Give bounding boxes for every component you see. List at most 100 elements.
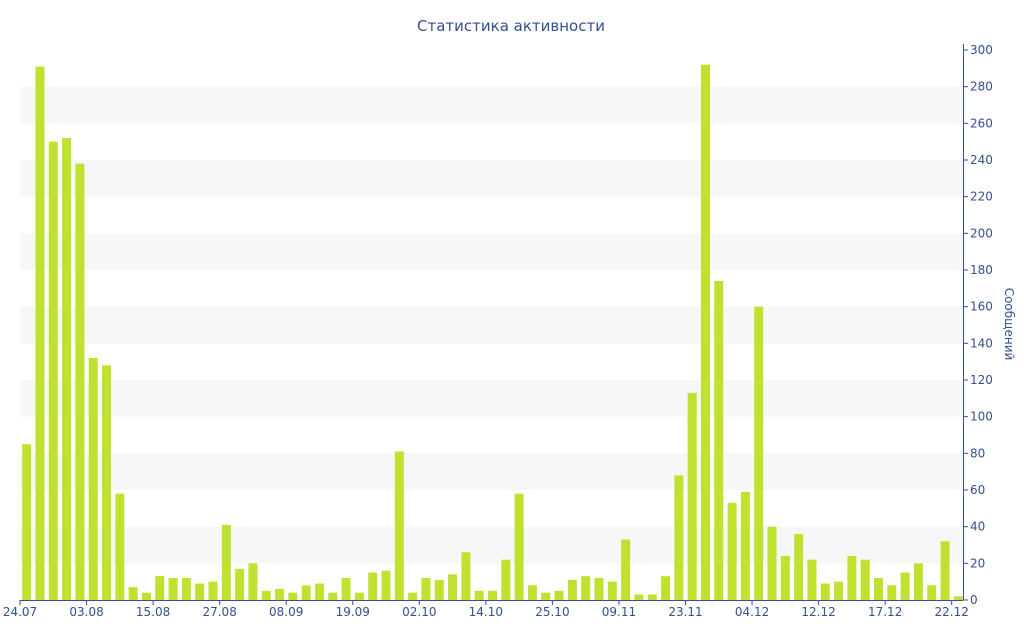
bar xyxy=(754,306,764,600)
grid-bands xyxy=(20,86,963,564)
bar xyxy=(434,579,444,600)
bar xyxy=(847,556,857,600)
bar xyxy=(341,578,351,600)
bar xyxy=(261,590,271,600)
bar xyxy=(221,524,231,600)
bar xyxy=(927,585,937,600)
grid-band xyxy=(20,526,963,564)
bar xyxy=(514,493,524,600)
bar xyxy=(235,568,245,600)
x-tick-label: 15.08 xyxy=(136,605,170,619)
bar xyxy=(474,590,484,600)
x-tick-label: 19.09 xyxy=(336,605,370,619)
bar xyxy=(634,594,644,600)
bar xyxy=(607,581,617,600)
bar xyxy=(314,583,324,600)
x-tick-label: 04.12 xyxy=(735,605,769,619)
y-tick-label: 80 xyxy=(970,446,985,460)
y-tick-label: 120 xyxy=(970,373,993,387)
bar xyxy=(794,534,804,600)
bar xyxy=(208,581,218,600)
grid-band xyxy=(20,86,963,124)
x-tick-label: 24.07 xyxy=(3,605,37,619)
bar xyxy=(887,585,897,600)
bar xyxy=(501,559,511,600)
bar xyxy=(567,579,577,600)
y-axis: 0 20 40 60 80 100 120 140 160 180 200 220 240 260 280 3… xyxy=(963,43,993,607)
bar xyxy=(661,576,671,600)
bar xyxy=(714,281,724,600)
bar xyxy=(354,592,364,600)
y-tick-label: 60 xyxy=(970,483,985,497)
x-tick-label: 02.10 xyxy=(402,605,436,619)
y-axis-label: Сообщений xyxy=(1002,288,1016,361)
bar xyxy=(940,541,950,600)
grid-band xyxy=(20,160,963,197)
bar xyxy=(900,572,910,600)
y-tick-label: 220 xyxy=(970,190,993,204)
bar xyxy=(35,66,45,600)
x-tick-label: 09.11 xyxy=(602,605,636,619)
x-tick-label: 23.11 xyxy=(668,605,702,619)
bar xyxy=(288,592,298,600)
bar xyxy=(740,491,750,600)
bar xyxy=(368,572,378,600)
bar xyxy=(700,64,710,601)
y-tick-label: 0 xyxy=(970,593,978,607)
bar xyxy=(860,559,870,600)
bar xyxy=(248,563,258,600)
bar xyxy=(128,587,138,600)
bar xyxy=(195,583,205,600)
bar xyxy=(541,592,551,600)
bar xyxy=(594,578,604,600)
bar xyxy=(674,475,684,600)
x-tick-label: 08.09 xyxy=(269,605,303,619)
bar xyxy=(767,526,777,600)
y-tick-label: 180 xyxy=(970,263,993,277)
bar xyxy=(448,574,458,600)
x-tick-label: 14.10 xyxy=(469,605,503,619)
bar xyxy=(275,589,285,600)
bar xyxy=(874,578,883,600)
bar xyxy=(527,585,537,600)
y-tick-label: 100 xyxy=(970,410,993,424)
x-tick-label: 22.12 xyxy=(935,605,969,619)
chart-title: Статистика активности xyxy=(417,17,605,35)
bar xyxy=(48,141,58,601)
bar-series xyxy=(22,64,963,601)
bar xyxy=(115,493,125,600)
y-tick-label: 240 xyxy=(970,153,993,167)
bar xyxy=(141,592,151,600)
grid-band xyxy=(20,453,963,490)
bar xyxy=(953,596,963,600)
bar xyxy=(687,392,697,600)
x-axis: 24.07 03.08 15.08 27.08 08.09 19.09 02.10 14.10… xyxy=(3,600,969,619)
bar xyxy=(328,592,338,600)
y-tick-label: 260 xyxy=(970,116,993,130)
y-tick-label: 160 xyxy=(970,300,993,314)
x-tick-label: 25.10 xyxy=(535,605,569,619)
grid-band xyxy=(20,380,963,417)
grid-band xyxy=(20,233,963,270)
x-tick-label: 17.12 xyxy=(868,605,902,619)
y-tick-label: 40 xyxy=(970,520,985,534)
bar xyxy=(155,576,165,600)
bar xyxy=(780,556,790,600)
x-tick-label: 12.12 xyxy=(801,605,835,619)
bar xyxy=(168,578,178,600)
bar xyxy=(461,552,471,600)
bar xyxy=(408,592,418,600)
bar xyxy=(581,576,591,600)
bar xyxy=(381,570,391,600)
bar xyxy=(62,138,72,600)
y-tick-label: 280 xyxy=(970,80,993,94)
bar xyxy=(102,365,112,600)
bar xyxy=(88,358,98,600)
bar xyxy=(421,578,431,600)
bar xyxy=(394,451,404,600)
bar xyxy=(647,594,657,600)
bar xyxy=(488,590,497,600)
grid-band xyxy=(20,306,963,344)
